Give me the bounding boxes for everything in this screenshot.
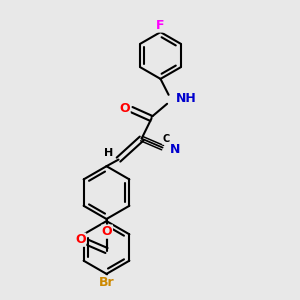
Text: Br: Br [99,276,114,289]
Text: O: O [102,225,112,238]
Text: N: N [170,142,180,156]
Text: C: C [163,134,170,144]
Text: O: O [119,101,130,115]
Text: F: F [156,19,165,32]
Text: O: O [75,233,86,246]
Text: H: H [104,148,113,158]
Text: NH: NH [176,92,197,105]
